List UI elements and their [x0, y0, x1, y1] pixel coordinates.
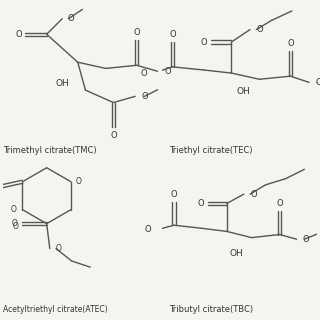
Text: O: O — [303, 235, 309, 244]
Text: O: O — [169, 30, 176, 39]
Text: O: O — [76, 177, 82, 186]
Text: O: O — [197, 199, 204, 208]
Text: O: O — [11, 219, 17, 228]
Text: O: O — [56, 244, 62, 253]
Text: O: O — [15, 30, 22, 39]
Text: O: O — [171, 190, 177, 199]
Text: O: O — [315, 78, 320, 87]
Text: O: O — [144, 225, 151, 234]
Text: O: O — [141, 92, 148, 101]
Text: Triethyl citrate(TEC): Triethyl citrate(TEC) — [169, 146, 253, 155]
Text: O: O — [13, 222, 19, 231]
Text: O: O — [276, 199, 283, 208]
Text: Acetyltriethyl citrate(ATEC): Acetyltriethyl citrate(ATEC) — [3, 305, 108, 314]
Text: O: O — [141, 68, 148, 77]
Text: O: O — [256, 25, 263, 34]
Text: O: O — [287, 39, 294, 48]
Text: OH: OH — [237, 87, 251, 96]
Text: O: O — [68, 14, 74, 23]
Text: O: O — [10, 205, 16, 214]
Text: O: O — [133, 28, 140, 37]
Text: O: O — [165, 67, 171, 76]
Text: Tributyl citrate(TBC): Tributyl citrate(TBC) — [169, 305, 253, 314]
Text: O: O — [200, 37, 207, 46]
Text: OH: OH — [229, 249, 243, 258]
Text: O: O — [110, 131, 117, 140]
Text: OH: OH — [55, 79, 69, 88]
Text: O: O — [250, 190, 257, 199]
Text: Trimethyl citrate(TMC): Trimethyl citrate(TMC) — [3, 146, 97, 155]
